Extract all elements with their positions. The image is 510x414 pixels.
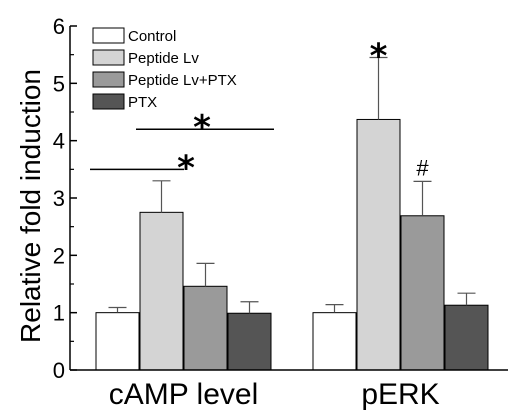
legend-swatch [92,49,125,66]
y-tick-label: 2 [53,243,65,268]
bar [139,211,184,371]
bracket-star: * [177,148,195,188]
bar [356,118,401,371]
legend-label: PTX [128,94,157,111]
bar [95,312,140,371]
bar [312,312,357,371]
significance-hash: # [416,155,429,180]
x-tick-label: cAMP level [109,378,259,411]
y-tick-label: 4 [53,129,65,154]
significance-star: * [370,37,388,77]
legend-swatch [92,71,125,88]
bar [227,312,272,371]
legend: Control Peptide Lv Peptide Lv+PTX PTX [92,27,237,111]
legend-swatch [92,27,125,44]
legend-label: Peptide Lv+PTX [128,72,237,89]
bars-group [95,56,489,371]
y-tick-label: 6 [53,14,65,39]
y-tick-label: 0 [53,358,65,383]
y-axis-title: Relative fold induction [15,69,46,343]
axes-group: 0 1 2 3 4 5 6 cAMP level pERK [53,14,508,411]
bar [444,304,489,371]
legend-swatch [92,93,125,110]
annotations-group: *#** [90,37,429,188]
legend-label: Control [128,28,176,45]
bar [400,215,445,371]
y-tick-label: 1 [53,301,65,326]
x-tick-label: pERK [361,378,439,411]
y-tick-label: 3 [53,186,65,211]
bracket-star: * [193,108,211,148]
bar [183,285,228,371]
y-tick-label: 5 [53,71,65,96]
legend-label: Peptide Lv [128,50,199,67]
